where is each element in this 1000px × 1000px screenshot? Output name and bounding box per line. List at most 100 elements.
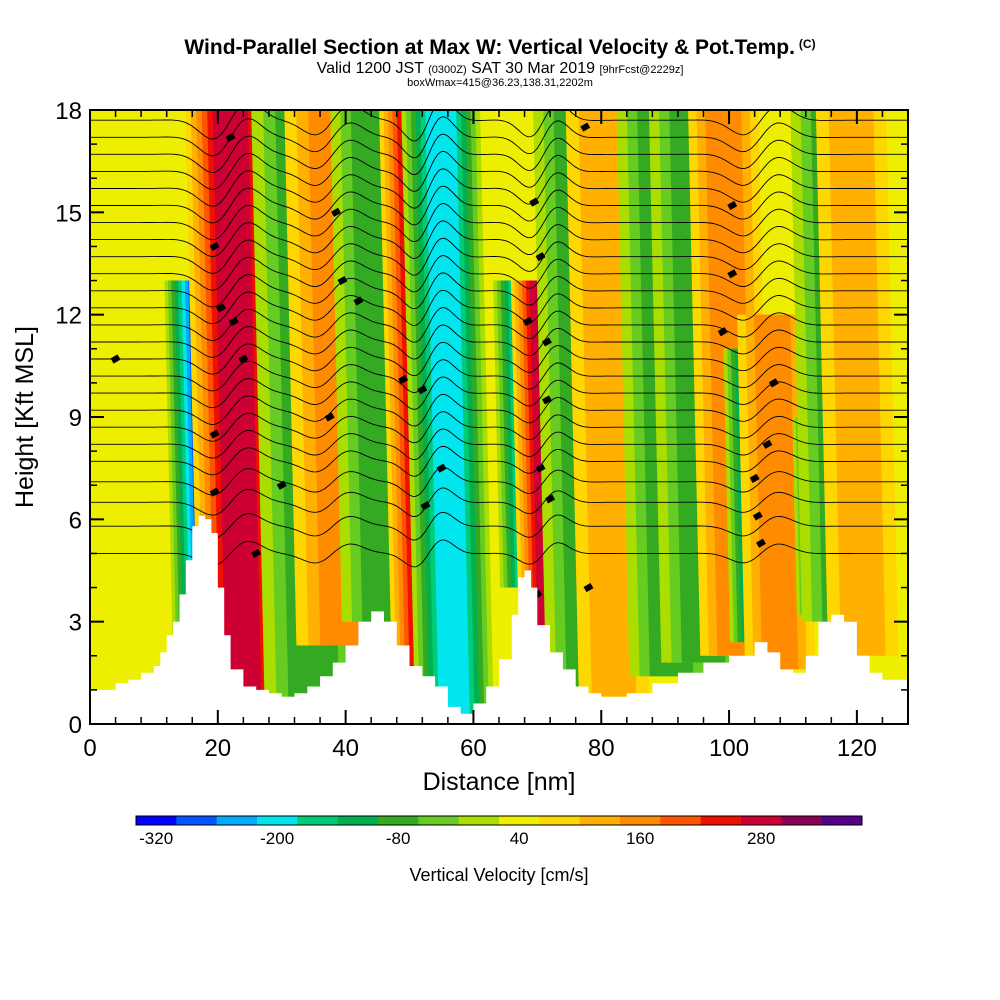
colorbar-swatch-3 bbox=[257, 816, 298, 825]
colorbar-swatch-17 bbox=[821, 816, 863, 825]
isentrope-label-9 bbox=[324, 412, 335, 422]
w-band-1-6 bbox=[212, 110, 262, 690]
colorbar-swatch-16 bbox=[781, 816, 822, 825]
isentrope-label-1 bbox=[209, 241, 220, 252]
isentrope-label-29 bbox=[717, 327, 728, 337]
valid-time: Valid 1200 JST bbox=[316, 60, 424, 77]
isentrope-label-5 bbox=[209, 429, 220, 439]
y-tick-label: 3 bbox=[69, 610, 82, 637]
x-axis-label: Distance [nm] bbox=[423, 768, 576, 796]
colorbar-swatch-9 bbox=[499, 816, 540, 825]
isentropes bbox=[90, 110, 908, 599]
isentrope-label-22 bbox=[535, 463, 546, 473]
isentrope-label-33 bbox=[762, 439, 773, 449]
terrain-mask bbox=[90, 515, 908, 724]
x-tick-label: 40 bbox=[332, 735, 359, 762]
isentrope-label-27 bbox=[727, 200, 738, 211]
x-tick-label: 60 bbox=[460, 735, 487, 762]
chart-title: Wind-Parallel Section at Max W: Vertical… bbox=[184, 36, 816, 59]
isentrope-label-17 bbox=[522, 316, 533, 327]
isentrope-label-4 bbox=[238, 354, 249, 364]
colorbar-tick-label: 40 bbox=[510, 829, 529, 848]
colorbar-swatch-14 bbox=[700, 816, 742, 825]
isentrope-9 bbox=[90, 359, 908, 393]
isentrope-label-23 bbox=[545, 494, 556, 504]
forecast-info: [9hrFcst@2229z] bbox=[599, 64, 684, 76]
y-axis-label: Height [Kft MSL] bbox=[11, 326, 39, 508]
isentrope-10 bbox=[90, 341, 908, 377]
x-tick-label: 0 bbox=[83, 735, 96, 762]
x-tick-label: 20 bbox=[204, 735, 231, 762]
w-band-6-6 bbox=[425, 110, 470, 714]
isentrope-label-0 bbox=[225, 132, 236, 142]
isentrope-label-12 bbox=[353, 296, 364, 306]
colorbar-swatch-6 bbox=[378, 816, 419, 825]
isentrope-label-31 bbox=[752, 511, 763, 521]
colorbar-swatch-13 bbox=[660, 816, 701, 825]
isentrope-label-21 bbox=[541, 395, 552, 405]
isentrope-label-2 bbox=[216, 303, 226, 313]
isentrope-label-25 bbox=[580, 122, 591, 132]
colorbar: -320 -200 -80 40 160 280 bbox=[135, 815, 863, 848]
chart-subtitle-2: boxWmax=415@36.23,138.31,2202m bbox=[407, 77, 593, 89]
isentrope-20 bbox=[90, 168, 908, 209]
isentrope-label-11 bbox=[337, 275, 348, 286]
colorbar-tick-label: -320 bbox=[139, 829, 173, 848]
terrain bbox=[90, 515, 908, 724]
colorbar-tick-label: -80 bbox=[386, 829, 411, 848]
isentrope-7 bbox=[90, 393, 908, 427]
colorbar-swatch-15 bbox=[741, 816, 782, 825]
utc-time: (0300Z) bbox=[428, 64, 467, 76]
x-tick-label: 120 bbox=[837, 735, 877, 762]
w-band-15-3 bbox=[754, 314, 799, 670]
isentrope-6 bbox=[90, 411, 908, 444]
isentrope-5 bbox=[90, 428, 908, 460]
y-tick-label: 15 bbox=[55, 200, 82, 227]
isentrope-label-8 bbox=[276, 480, 287, 490]
isentrope-label-3 bbox=[228, 316, 239, 327]
colorbar-swatch-12 bbox=[620, 816, 661, 825]
isentrope-label-6 bbox=[209, 487, 220, 497]
isentrope-16 bbox=[90, 237, 908, 276]
colorbar-swatch-7 bbox=[418, 816, 459, 825]
isentrope-4 bbox=[90, 446, 908, 477]
isentrope-19 bbox=[90, 185, 908, 226]
isentrope-18 bbox=[90, 203, 908, 242]
colorbar-tick-label: 160 bbox=[626, 829, 654, 848]
isentrope-15 bbox=[90, 255, 908, 293]
isentrope-12 bbox=[90, 307, 908, 343]
isentrope-label-28 bbox=[727, 269, 738, 279]
isentrope-14 bbox=[90, 272, 908, 310]
y-tick-label: 9 bbox=[69, 405, 82, 432]
copyright-mark: (C) bbox=[798, 37, 816, 51]
isentrope-label-26 bbox=[583, 582, 594, 593]
colorbar-swatch-11 bbox=[579, 816, 621, 825]
isentrope-label-15 bbox=[436, 463, 447, 473]
isentrope-17 bbox=[90, 220, 908, 259]
colorbar-label: Vertical Velocity [cm/s] bbox=[409, 865, 588, 885]
colorbar-swatch-2 bbox=[216, 816, 258, 825]
isentrope-label-18 bbox=[529, 197, 540, 207]
isentrope-label-30 bbox=[749, 473, 760, 483]
x-tick-label: 100 bbox=[709, 735, 749, 762]
isentrope-0 bbox=[90, 539, 908, 568]
isentrope-22 bbox=[90, 133, 908, 175]
isentrope-21 bbox=[90, 151, 908, 192]
isentrope-label-35 bbox=[110, 354, 121, 364]
colorbar-swatch-5 bbox=[337, 816, 379, 825]
isentrope-label-16 bbox=[420, 501, 431, 511]
y-tick-label: 18 bbox=[55, 98, 82, 125]
axes: 0 20 40 60 80 100 120 0 3 6 9 12 15 18 bbox=[55, 98, 909, 762]
isentrope-label-7 bbox=[251, 548, 262, 559]
isentrope-11 bbox=[90, 324, 908, 360]
y-tick-label: 6 bbox=[69, 507, 82, 534]
isentrope-3 bbox=[90, 466, 908, 497]
colorbar-tick-label: 280 bbox=[747, 829, 775, 848]
colorbar-tick-label: -200 bbox=[260, 829, 294, 848]
colorbar-frame bbox=[135, 815, 863, 826]
colorbar-swatch-4 bbox=[297, 816, 338, 825]
y-tick-label: 0 bbox=[69, 712, 82, 739]
x-tick-label: 80 bbox=[588, 735, 615, 762]
colorbar-swatch-8 bbox=[458, 816, 500, 825]
y-tick-label: 12 bbox=[55, 303, 82, 330]
